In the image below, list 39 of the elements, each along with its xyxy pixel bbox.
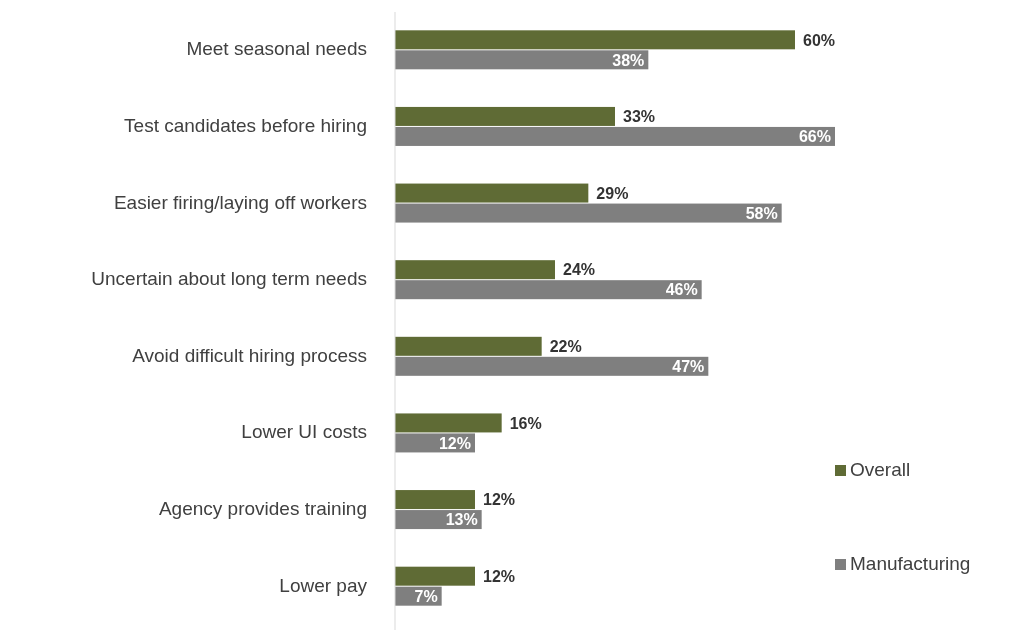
bar (395, 413, 502, 433)
data-label: 22% (549, 338, 582, 356)
y-tick-label: Avoid difficult hiring process (132, 344, 367, 366)
bar (395, 336, 542, 356)
legend-label: Manufacturing (850, 553, 971, 575)
y-tick-label: Agency provides training (158, 498, 367, 520)
y-tick-label: Test candidates before hiring (124, 114, 367, 136)
y-tick-label: Lower pay (279, 574, 368, 596)
y-tick-label: Meet seasonal needs (186, 38, 367, 60)
y-tick-label: Easier firing/laying off workers (113, 191, 367, 213)
data-label: 7% (414, 587, 438, 605)
bar (395, 30, 795, 50)
data-label: 46% (665, 281, 698, 299)
bar (395, 356, 709, 376)
data-label: 24% (563, 261, 596, 279)
bar (395, 203, 782, 223)
data-label: 29% (596, 184, 629, 202)
data-label: 33% (623, 108, 656, 126)
data-label: 38% (612, 51, 645, 69)
data-label: 12% (483, 491, 516, 509)
bar (395, 183, 589, 203)
data-label: 58% (745, 204, 778, 222)
data-label: 12% (483, 567, 516, 585)
data-label: 60% (803, 31, 836, 49)
bar (395, 490, 475, 510)
legend-label: Overall (850, 459, 911, 481)
bar (395, 50, 649, 70)
y-tick-label: Uncertain about long term needs (91, 268, 367, 290)
data-label: 13% (445, 511, 478, 529)
data-label: 16% (509, 414, 542, 432)
bar (395, 566, 475, 586)
data-label: 12% (438, 434, 471, 452)
bar (395, 260, 555, 280)
bar (395, 106, 615, 126)
data-label: 66% (798, 128, 831, 146)
data-label: 47% (672, 358, 705, 376)
bar (395, 126, 835, 146)
bar (395, 280, 702, 300)
y-tick-label: Lower UI costs (241, 421, 367, 443)
